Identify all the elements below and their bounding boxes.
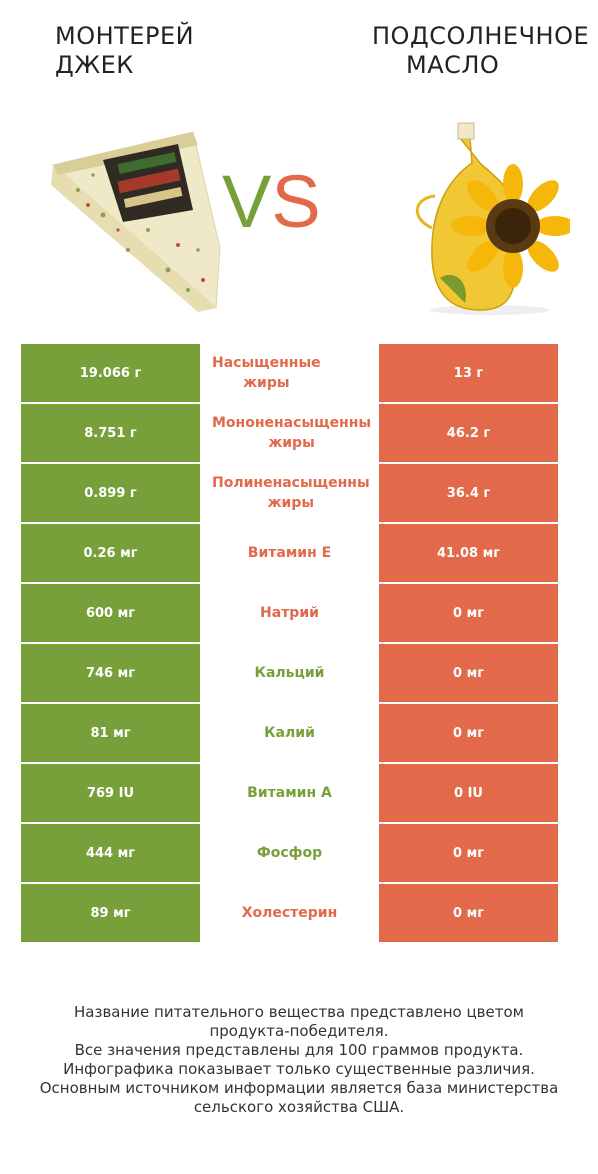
left-title-line1: Монтерей [55,22,195,50]
nutrient-name-line1: Витамин A [247,785,332,801]
nutrient-name-line2: жиры [243,375,290,391]
right-value: 0 мг [379,884,558,944]
right-value: 0 мг [379,644,558,704]
left-value: 89 мг [21,884,200,944]
nutrient-name: Мононенасыщенны жиры [200,404,379,462]
left-value: 19.066 г [21,344,200,404]
left-value: 81 мг [21,704,200,764]
table-row: 769 IU Витамин A 0 IU [21,764,558,824]
nutrient-name: Холестерин [200,884,379,942]
nutrient-name-line1: Насыщенные [212,355,321,371]
nutrient-name: Насыщенные жиры [200,344,379,402]
left-value: 600 мг [21,584,200,644]
table-row: 81 мг Калий 0 мг [21,704,558,764]
nutrient-name-line1: Кальций [254,665,325,681]
nutrient-name-line2: жиры [268,435,315,451]
right-value: 46.2 г [379,404,558,464]
table-row: 0.899 г Полиненасыщенны жиры 36.4 г [21,464,558,524]
footer-line-1: Название питательного вещества представл… [74,1003,524,1021]
right-value: 0 IU [379,764,558,824]
nutrient-name-line1: Холестерин [241,905,338,921]
table-row: 600 мг Натрий 0 мг [21,584,558,644]
left-value: 0.899 г [21,464,200,524]
nutrient-name: Фосфор [200,824,379,882]
footer-line-5: Основным источником информации является … [39,1079,559,1097]
table-row: 444 мг Фосфор 0 мг [21,824,558,884]
nutrient-name-line1: Натрий [260,605,319,621]
right-value: 41.08 мг [379,524,558,584]
table-row: 19.066 г Насыщенные жиры 13 г [21,344,558,404]
footer-line-2: продукта-победителя. [209,1022,389,1040]
nutrient-name-line2: жиры [267,495,315,511]
table-row: 746 мг Кальций 0 мг [21,644,558,704]
right-value: 13 г [379,344,558,404]
footer-line-3: Все значения представлены для 100 граммо… [74,1041,524,1059]
left-title-line2: Джек [55,51,134,79]
nutrient-name-line1: Полиненасыщенны [212,475,370,491]
nutrient-name-line1: Мононенасыщенны [212,415,372,431]
vs-v: V [222,160,272,243]
nutrient-name-line1: Витамин E [247,545,332,561]
right-title-line2: масло [406,51,500,79]
right-value: 36.4 г [379,464,558,524]
nutrient-name: Витамин E [200,524,379,582]
footer-line-6: сельского хозяйства США. [193,1098,405,1116]
jack-cheese-image [51,131,221,312]
left-value: 0.26 мг [21,524,200,584]
nutrient-name-line1: Калий [264,725,315,741]
vs-s: S [271,160,321,243]
right-title-line1: Подсолнечное [372,22,590,50]
left-product-title: Монтерей Джек [55,22,235,80]
table-row: 89 мг Холестерин 0 мг [21,884,558,944]
vs-label: VS [222,165,321,239]
nutrient-name: Полиненасыщенны жиры [200,464,379,522]
nutrient-name: Кальций [200,644,379,702]
left-value: 8.751 г [21,404,200,464]
nutrient-name: Калий [200,704,379,762]
left-value: 444 мг [21,824,200,884]
table-row: 8.751 г Мононенасыщенны жиры 46.2 г [21,404,558,464]
sunflower-oil-image [415,122,570,315]
right-value: 0 мг [379,704,558,764]
table-row: 0.26 мг Витамин E 41.08 мг [21,524,558,584]
right-value: 0 мг [379,824,558,884]
footer-notes: Название питательного вещества представл… [0,1003,598,1117]
comparison-table: 19.066 г Насыщенные жиры 13 г 8.751 г Мононен… [21,344,558,944]
left-value: 746 мг [21,644,200,704]
nutrient-name: Витамин A [200,764,379,822]
nutrient-name-line1: Фосфор [256,845,323,861]
footer-line-4: Инфографика показывает только существенн… [63,1060,535,1078]
right-value: 0 мг [379,584,558,644]
left-value: 769 IU [21,764,200,824]
right-product-title: Подсолнечное масло [372,22,598,80]
nutrient-name: Натрий [200,584,379,642]
